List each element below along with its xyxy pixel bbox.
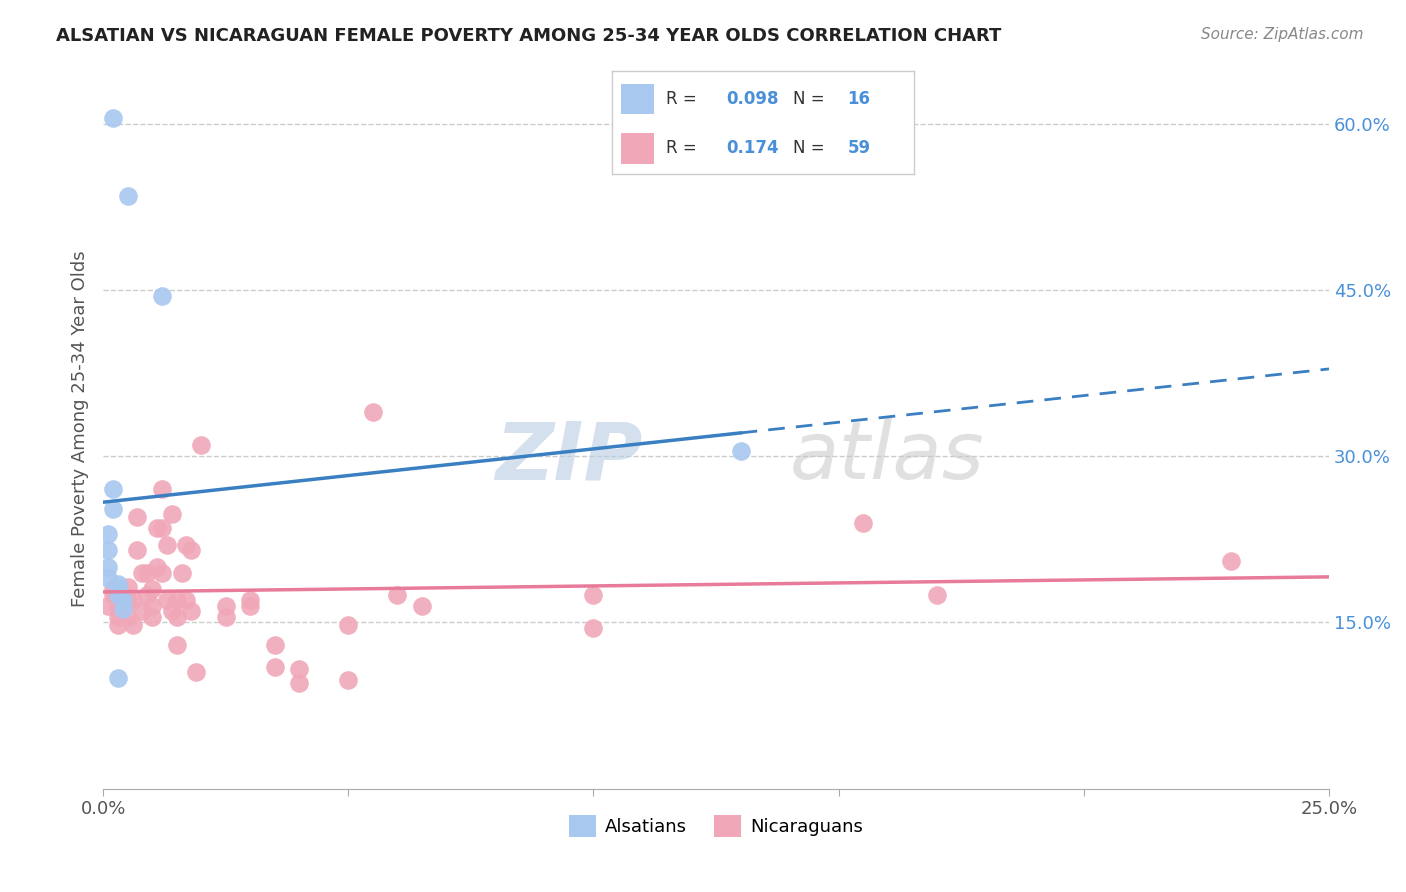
Point [239,593,262,607]
Point [97,526,120,541]
Text: 16: 16 [848,90,870,108]
Legend: Alsatians, Nicaraguans: Alsatians, Nicaraguans [562,808,870,845]
Point [111,593,134,607]
Point [582,588,605,602]
Point [150,566,173,580]
Point [141,582,163,596]
Point [150,483,173,497]
Point [190,438,212,452]
Text: R =: R = [666,90,702,108]
Point [131,604,153,618]
Point [387,588,409,602]
Point [121,593,143,607]
Point [97,543,120,558]
Text: 0.098: 0.098 [727,90,779,108]
Point [852,516,875,530]
FancyBboxPatch shape [620,84,654,114]
Point [111,602,134,616]
Point [107,671,129,685]
Point [239,599,262,613]
Point [730,443,752,458]
Point [111,588,134,602]
Text: Source: ZipAtlas.com: Source: ZipAtlas.com [1201,27,1364,42]
Point [288,662,311,676]
Point [131,566,153,580]
Point [361,405,384,419]
Point [180,543,202,558]
Point [107,610,129,624]
Point [160,604,183,618]
Point [146,521,169,535]
Point [1219,554,1241,568]
Point [156,593,179,607]
Point [150,288,173,302]
Text: ZIP: ZIP [495,418,643,496]
Y-axis label: Female Poverty Among 25-34 Year Olds: Female Poverty Among 25-34 Year Olds [72,251,89,607]
Point [176,538,198,552]
Point [925,588,948,602]
Point [117,593,139,607]
Point [180,604,202,618]
Point [97,599,120,613]
Point [107,576,129,591]
Point [160,507,183,521]
Point [141,610,163,624]
Point [263,638,285,652]
Point [97,560,120,574]
Point [166,593,188,607]
Point [121,617,143,632]
Point [117,580,139,594]
Point [107,602,129,616]
Point [288,676,311,690]
Point [107,588,129,602]
Point [215,610,238,624]
Point [263,659,285,673]
Point [111,599,134,613]
Text: R =: R = [666,139,702,157]
Text: atlas: atlas [790,418,984,496]
Point [117,189,139,203]
Point [136,566,159,580]
Text: 0.174: 0.174 [727,139,779,157]
Point [337,617,360,632]
Point [166,638,188,652]
Point [107,617,129,632]
Text: ALSATIAN VS NICARAGUAN FEMALE POVERTY AMONG 25-34 YEAR OLDS CORRELATION CHART: ALSATIAN VS NICARAGUAN FEMALE POVERTY AM… [56,27,1001,45]
Point [156,538,179,552]
Point [141,599,163,613]
Point [117,610,139,624]
Point [582,621,605,635]
FancyBboxPatch shape [620,133,654,163]
Text: 59: 59 [848,139,870,157]
Point [101,588,124,602]
Point [101,502,124,516]
Text: N =: N = [793,90,830,108]
Point [146,560,169,574]
Point [107,580,129,594]
Point [150,521,173,535]
Point [101,483,124,497]
Point [170,566,193,580]
Point [127,510,149,524]
Point [411,599,433,613]
Point [136,588,159,602]
Point [215,599,238,613]
Point [337,673,360,687]
Point [166,610,188,624]
Point [101,582,124,596]
Point [176,593,198,607]
Point [101,112,124,126]
Text: N =: N = [793,139,830,157]
Point [186,665,208,680]
Point [97,571,120,585]
Point [127,543,149,558]
